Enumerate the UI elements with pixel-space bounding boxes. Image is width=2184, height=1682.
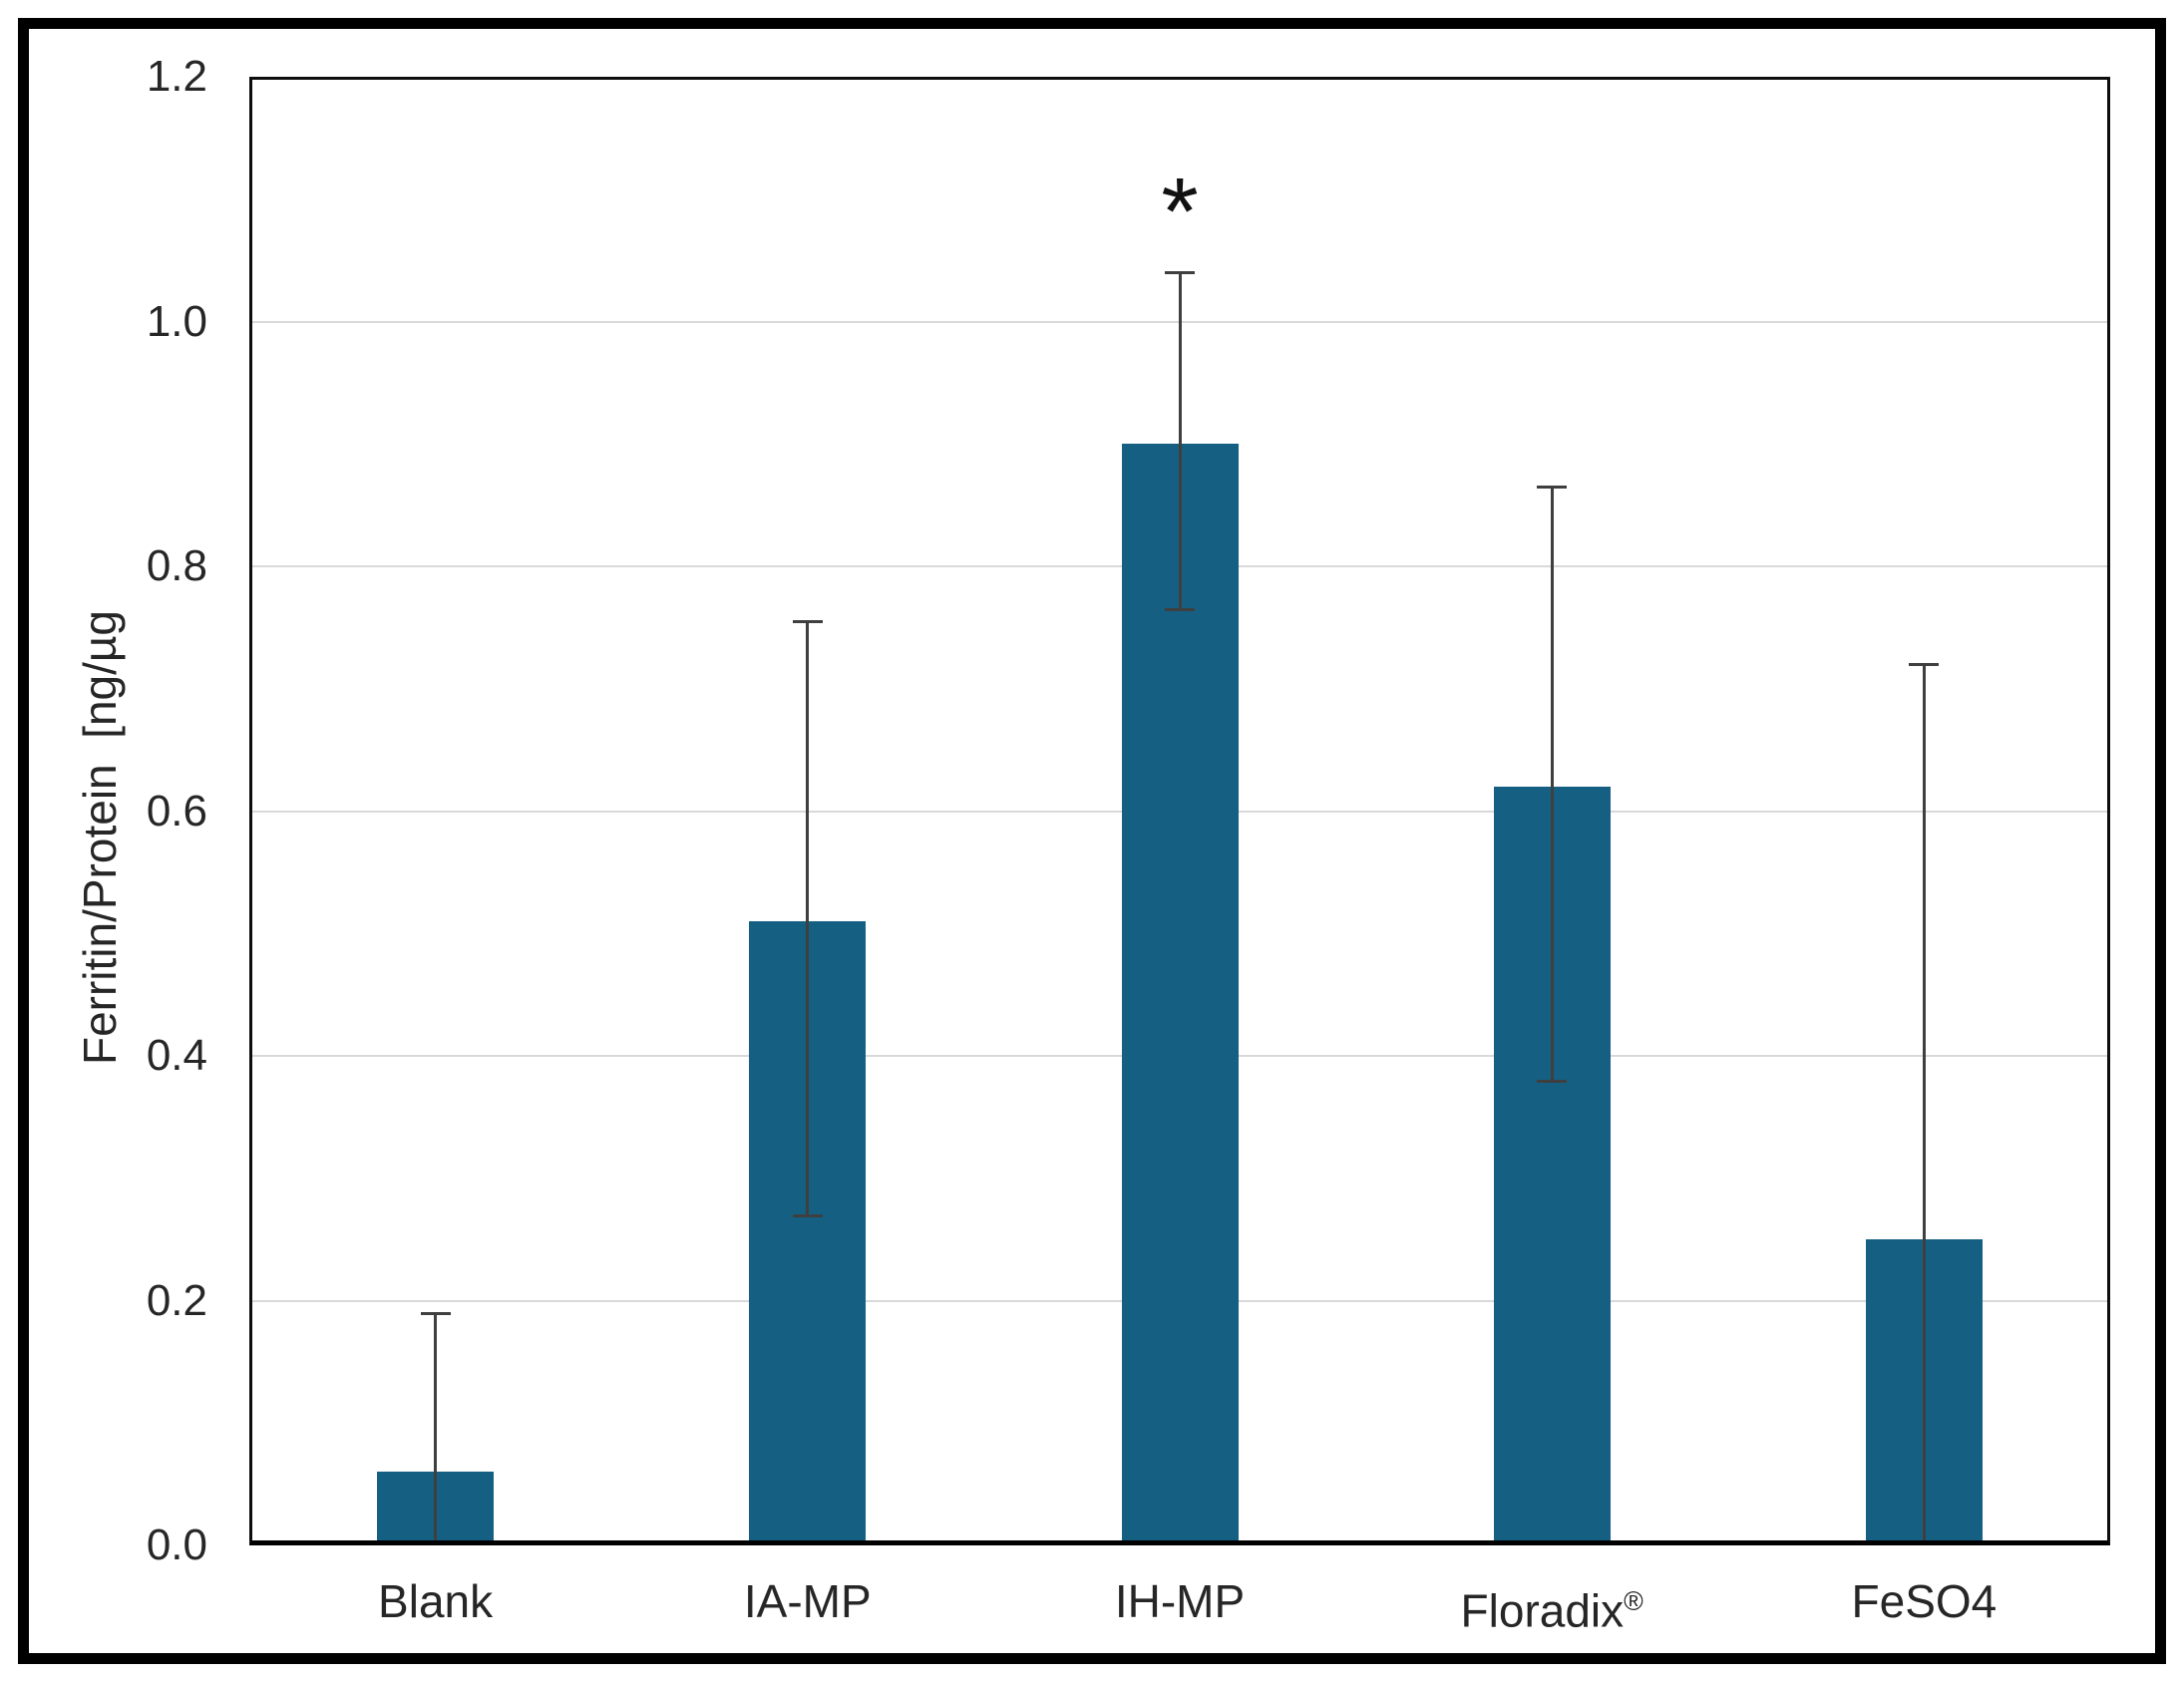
error-bar-line: [1922, 664, 1926, 1545]
x-axis-label: IH-MP: [1114, 1575, 1246, 1627]
registered-trademark-symbol: ®: [1624, 1586, 1643, 1616]
y-tick-label: 0.2: [146, 1275, 207, 1325]
x-axis-label: Floradix®: [1460, 1584, 1643, 1637]
error-bar-line: [434, 1312, 438, 1545]
x-axis-label: IA-MP: [743, 1575, 872, 1627]
y-tick-label: 1.0: [146, 296, 207, 346]
error-bar-line: [806, 621, 810, 1215]
error-bar-lower-cap: [1537, 1079, 1568, 1083]
plot-area: [249, 77, 2110, 1545]
y-tick-label: 1.2: [146, 52, 207, 101]
error-bar-lower-cap: [1165, 607, 1195, 611]
error-bar-line: [1178, 272, 1182, 609]
x-axis-label: FeSO4: [1851, 1575, 1998, 1627]
error-bar-upper-cap: [420, 1311, 451, 1315]
y-tick-label: 0.0: [146, 1520, 207, 1569]
error-bar-upper-cap: [1537, 486, 1568, 490]
y-axis-title: Ferritin/Protein [ng/µg: [74, 609, 126, 1066]
bar: [1121, 444, 1239, 1545]
error-bar-upper-cap: [792, 620, 823, 624]
error-bar-upper-cap: [1909, 663, 1940, 667]
error-bar-lower-cap: [792, 1213, 823, 1217]
x-axis-label: Blank: [378, 1575, 494, 1627]
error-bar-upper-cap: [1165, 271, 1195, 275]
outer-frame: [18, 18, 2166, 1664]
y-tick-label: 0.4: [146, 1031, 207, 1080]
significance-asterisk: *: [1161, 158, 1199, 265]
y-tick-label: 0.8: [146, 541, 207, 590]
y-tick-label: 0.6: [146, 786, 207, 836]
error-bar-line: [1550, 487, 1554, 1081]
